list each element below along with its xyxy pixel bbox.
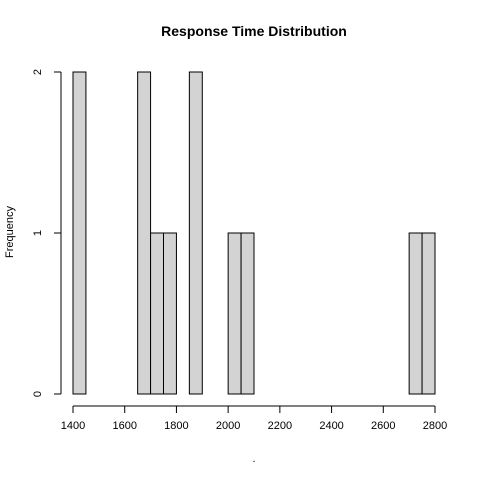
histogram-bar xyxy=(421,232,436,395)
histogram-bar xyxy=(227,232,242,395)
histogram-bars xyxy=(72,71,436,395)
histogram-bar xyxy=(72,71,87,395)
histogram-bar xyxy=(188,71,203,395)
x-axis-label: . xyxy=(252,453,255,465)
x-tick-label: 1800 xyxy=(164,420,188,432)
y-tick-label: 2 xyxy=(32,69,44,75)
chart-title: Response Time Distribution xyxy=(161,23,347,39)
x-tick-label: 2800 xyxy=(423,420,447,432)
histogram-bar xyxy=(150,232,164,395)
histogram-bar xyxy=(137,71,152,395)
histogram-bar xyxy=(163,232,177,395)
x-tick-label: 2600 xyxy=(371,420,395,432)
y-tick-label: 1 xyxy=(32,230,44,236)
histogram-bar xyxy=(240,232,255,395)
x-tick-label: 1600 xyxy=(112,420,136,432)
x-tick-label: 1400 xyxy=(61,420,85,432)
x-tick-label: 2400 xyxy=(319,420,343,432)
x-axis: 1400 1600 1800 2000 2200 2400 2600 2800 xyxy=(61,405,447,432)
y-axis-label: Frequency xyxy=(4,206,16,258)
y-axis: 0 1 2 xyxy=(32,69,62,397)
x-tick-label: 2000 xyxy=(216,420,240,432)
x-tick-label: 2200 xyxy=(268,420,292,432)
histogram-bar xyxy=(408,232,423,395)
y-tick-label: 0 xyxy=(32,391,44,397)
